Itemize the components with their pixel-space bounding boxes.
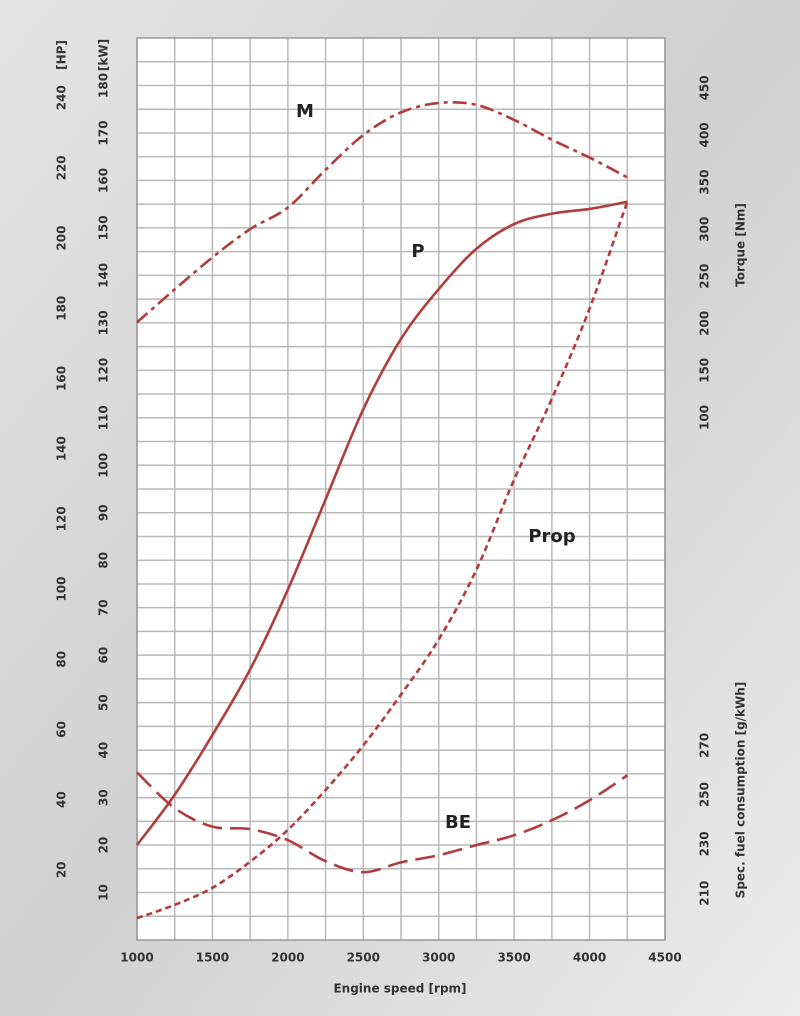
y-tick-label: 100: [97, 453, 111, 478]
y-tick-label: 170: [97, 120, 111, 145]
y-axis-label: Spec. fuel consumption [g/kWh]: [734, 682, 748, 899]
x-tick-label: 3000: [422, 951, 455, 965]
x-tick-label: 1500: [196, 951, 229, 965]
line: [136, 201, 629, 920]
y-tick-label: 350: [698, 170, 712, 195]
y-axis-label: Torque [Nm]: [734, 203, 748, 287]
curve-label: P: [411, 241, 424, 262]
y-tick-label: 80: [55, 651, 69, 668]
y-tick-label: 160: [97, 168, 111, 193]
y-tick-label: 400: [698, 122, 712, 147]
y-tick-label: 30: [97, 789, 111, 806]
x-tick-label: 3500: [497, 951, 530, 965]
y-tick-label: 20: [55, 861, 69, 878]
y-tick-label: 210: [698, 881, 712, 906]
x-axis-label: Engine speed [rpm]: [333, 982, 466, 996]
y-tick-label: 450: [698, 75, 712, 100]
y-tick-label: 150: [698, 358, 712, 383]
line: [135, 200, 628, 846]
y-tick-label: 50: [97, 694, 111, 711]
y-tick-label: 230: [698, 831, 712, 856]
y-tick-label: 140: [55, 436, 69, 461]
x-tick-label: 2500: [347, 951, 380, 965]
y-tick-label: 70: [97, 599, 111, 616]
y-tick-label: 120: [55, 506, 69, 531]
y-tick-label: 60: [55, 721, 69, 738]
y-tick-label: 110: [97, 405, 111, 430]
y-tick-label: 100: [55, 576, 69, 601]
x-tick-label: 1000: [120, 951, 153, 965]
y-tick-label: 200: [698, 311, 712, 336]
x-tick-label: 4000: [573, 951, 606, 965]
y-tick-label: 40: [97, 742, 111, 759]
y-tick-label: 150: [97, 215, 111, 240]
y-tick-label: 10: [97, 884, 111, 901]
y-tick-label: 100: [698, 405, 712, 430]
y-axis-label: [kW]: [97, 39, 111, 71]
curve-label: Prop: [528, 526, 575, 547]
line: [136, 100, 628, 324]
y-tick-label: 130: [97, 310, 111, 335]
y-tick-label: 160: [55, 366, 69, 391]
y-tick-label: 300: [698, 217, 712, 242]
x-tick-label: 2000: [271, 951, 304, 965]
y-tick-label: 200: [55, 226, 69, 251]
y-tick-label: 120: [97, 358, 111, 383]
y-tick-label: 90: [97, 504, 111, 521]
y-tick-label: 250: [698, 264, 712, 289]
y-tick-label: 180: [97, 73, 111, 98]
y-tick-label: 270: [698, 733, 712, 758]
y-tick-label: 60: [97, 647, 111, 664]
line: [136, 771, 629, 874]
y-tick-label: 20: [97, 837, 111, 854]
y-axis-label: [HP]: [55, 40, 69, 70]
curve-label: M: [296, 101, 314, 122]
y-tick-label: 240: [55, 85, 69, 110]
y-tick-label: 40: [55, 791, 69, 808]
y-tick-label: 250: [698, 782, 712, 807]
y-tick-label: 140: [97, 263, 111, 288]
x-tick-label: 4500: [648, 951, 681, 965]
y-tick-label: 220: [55, 155, 69, 180]
y-tick-label: 80: [97, 552, 111, 569]
plot-frame: [136, 37, 666, 941]
y-tick-label: 180: [55, 296, 69, 321]
curve-label: BE: [445, 812, 471, 833]
